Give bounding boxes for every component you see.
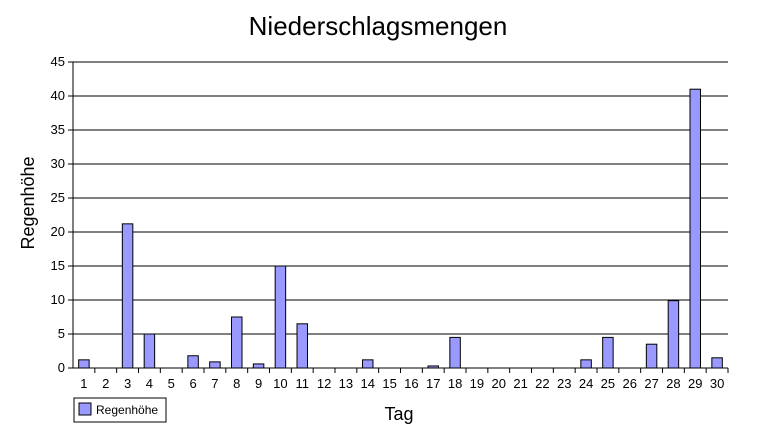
y-tick-label: 40 bbox=[51, 88, 65, 103]
y-tick-label: 15 bbox=[51, 258, 65, 273]
y-tick-label: 20 bbox=[51, 224, 65, 239]
bar bbox=[78, 359, 90, 369]
x-tick-label: 7 bbox=[211, 376, 218, 391]
bar bbox=[645, 343, 658, 369]
x-tick-label: 5 bbox=[168, 376, 175, 391]
y-tick-label: 30 bbox=[51, 156, 65, 171]
x-tick-label: 18 bbox=[448, 376, 462, 391]
x-tick-label: 25 bbox=[601, 376, 615, 391]
legend: Regenhöhe bbox=[73, 397, 167, 423]
x-tick-label: 30 bbox=[710, 376, 724, 391]
bar bbox=[231, 316, 243, 369]
x-tick-label: 27 bbox=[644, 376, 658, 391]
bar bbox=[711, 357, 723, 369]
y-tick-label: 25 bbox=[51, 190, 65, 205]
x-tick-label: 22 bbox=[535, 376, 549, 391]
x-tick-label: 16 bbox=[404, 376, 418, 391]
bar bbox=[296, 323, 308, 369]
x-axis-label: Tag bbox=[384, 404, 413, 424]
x-tick-label: 26 bbox=[623, 376, 637, 391]
bar bbox=[121, 223, 134, 369]
bar bbox=[427, 365, 439, 369]
bar bbox=[362, 359, 374, 369]
legend-swatch bbox=[78, 402, 92, 416]
x-tick-label: 11 bbox=[296, 376, 310, 391]
y-tick-label: 45 bbox=[51, 54, 65, 69]
x-tick-label: 28 bbox=[666, 376, 680, 391]
bar bbox=[580, 359, 592, 369]
x-tick-label: 15 bbox=[382, 376, 396, 391]
x-tick-label: 19 bbox=[470, 376, 484, 391]
x-tick-label: 20 bbox=[492, 376, 506, 391]
y-tick-label: 0 bbox=[58, 360, 65, 375]
x-tick-label: 2 bbox=[102, 376, 109, 391]
bar bbox=[602, 336, 614, 369]
bar bbox=[449, 336, 461, 369]
x-tick-label: 6 bbox=[189, 376, 196, 391]
chart-title: Niederschlagsmengen bbox=[249, 11, 508, 41]
y-tick-label: 35 bbox=[51, 122, 65, 137]
x-tick-label: 10 bbox=[273, 376, 287, 391]
bar bbox=[252, 363, 265, 369]
x-tick-label: 21 bbox=[513, 376, 527, 391]
y-axis-label: Regenhöhe bbox=[18, 156, 38, 249]
y-tick-label: 10 bbox=[51, 292, 65, 307]
x-tick-label: 12 bbox=[317, 376, 331, 391]
x-tick-label: 14 bbox=[361, 376, 375, 391]
bar bbox=[209, 361, 221, 369]
x-tick-label: 24 bbox=[579, 376, 593, 391]
bar bbox=[143, 333, 156, 369]
bar bbox=[689, 88, 701, 369]
x-tick-label: 3 bbox=[124, 376, 131, 391]
bar bbox=[274, 265, 287, 369]
x-tick-label: 4 bbox=[146, 376, 153, 391]
x-tick-label: 23 bbox=[557, 376, 571, 391]
x-tick-label: 17 bbox=[426, 376, 440, 391]
x-tick-label: 29 bbox=[688, 376, 702, 391]
x-tick-label: 9 bbox=[255, 376, 262, 391]
bar bbox=[187, 355, 199, 369]
x-tick-label: 13 bbox=[339, 376, 353, 391]
x-tick-label: 1 bbox=[80, 376, 87, 391]
legend-label: Regenhöhe bbox=[96, 403, 158, 417]
bar bbox=[667, 300, 680, 369]
x-tick-label: 8 bbox=[233, 376, 240, 391]
y-tick-label: 5 bbox=[58, 326, 65, 341]
